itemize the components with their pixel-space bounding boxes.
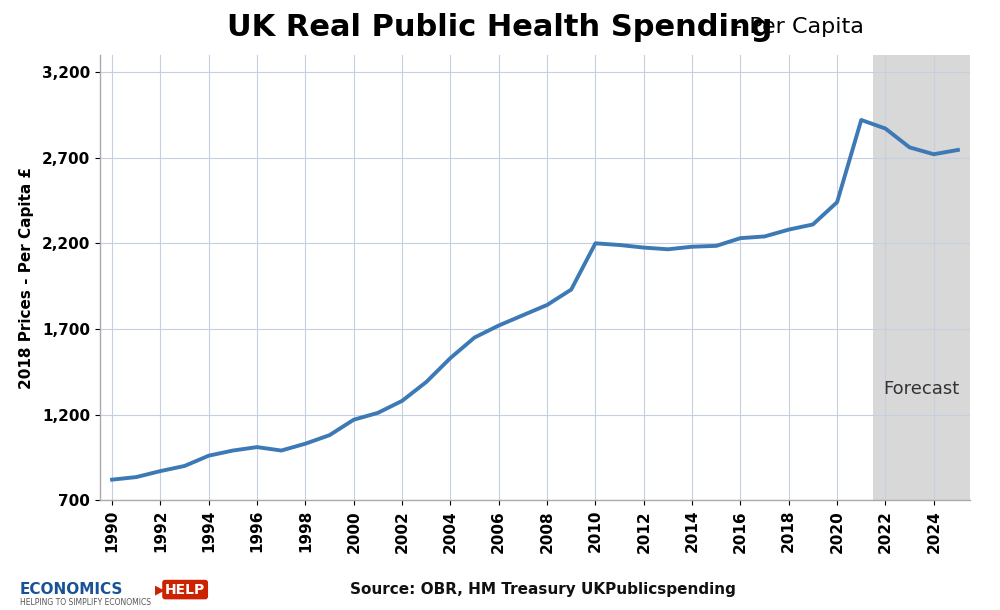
Text: Source: OBR, HM Treasury UKPublicspending: Source: OBR, HM Treasury UKPublicspendin… xyxy=(350,581,736,597)
Y-axis label: 2018 Prices - Per Capita £: 2018 Prices - Per Capita £ xyxy=(19,167,34,389)
Text: UK Real Public Health Spending: UK Real Public Health Spending xyxy=(227,13,773,42)
Text: ECONOMICS: ECONOMICS xyxy=(20,581,123,597)
Text: HELPING TO SIMPLIFY ECONOMICS: HELPING TO SIMPLIFY ECONOMICS xyxy=(20,598,151,607)
Bar xyxy=(873,55,994,500)
Text: Forecast: Forecast xyxy=(884,380,960,398)
Text: - Per Capita: - Per Capita xyxy=(727,18,863,37)
Text: HELP: HELP xyxy=(165,583,205,597)
Text: ▶: ▶ xyxy=(155,584,165,597)
